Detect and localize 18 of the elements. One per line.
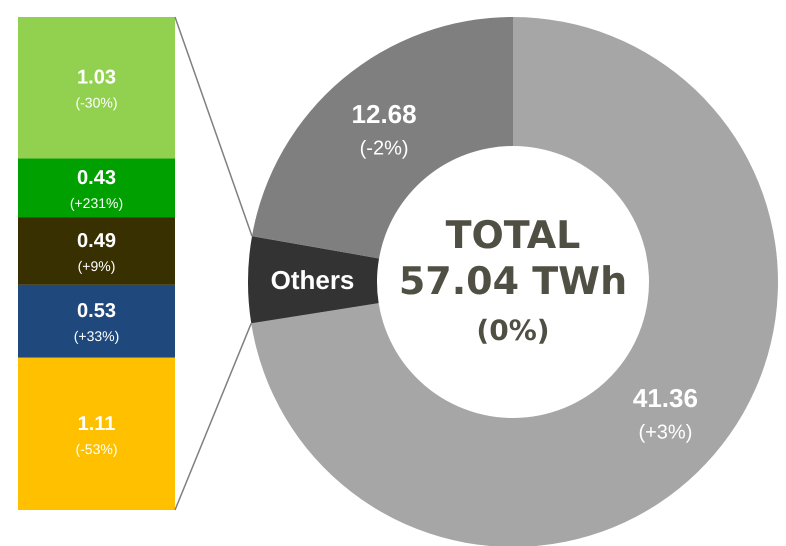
bar (18, 284, 175, 358)
donut-slice (248, 236, 380, 324)
bar (18, 217, 175, 285)
data-label: 12.68 (-2%) (352, 99, 417, 160)
bar (18, 158, 175, 218)
data-label: 1.03 (-30%) (75, 66, 118, 111)
data-label: 0.49 (+9%) (77, 230, 116, 274)
donut-slice (251, 17, 778, 546)
data-label: 1.11 (-53%) (75, 412, 118, 457)
data-label: 0.43 (+231%) (70, 166, 124, 211)
text: (0%) (476, 314, 550, 347)
bar (18, 358, 175, 510)
text: TOTAL (446, 213, 580, 257)
text: 57.04 TWh (398, 259, 628, 303)
data-label: 0.53 (+33%) (74, 300, 120, 344)
data-label: 41.36 (+3%) (632, 383, 698, 444)
bar (18, 17, 175, 158)
slice-label: Others (270, 265, 354, 296)
